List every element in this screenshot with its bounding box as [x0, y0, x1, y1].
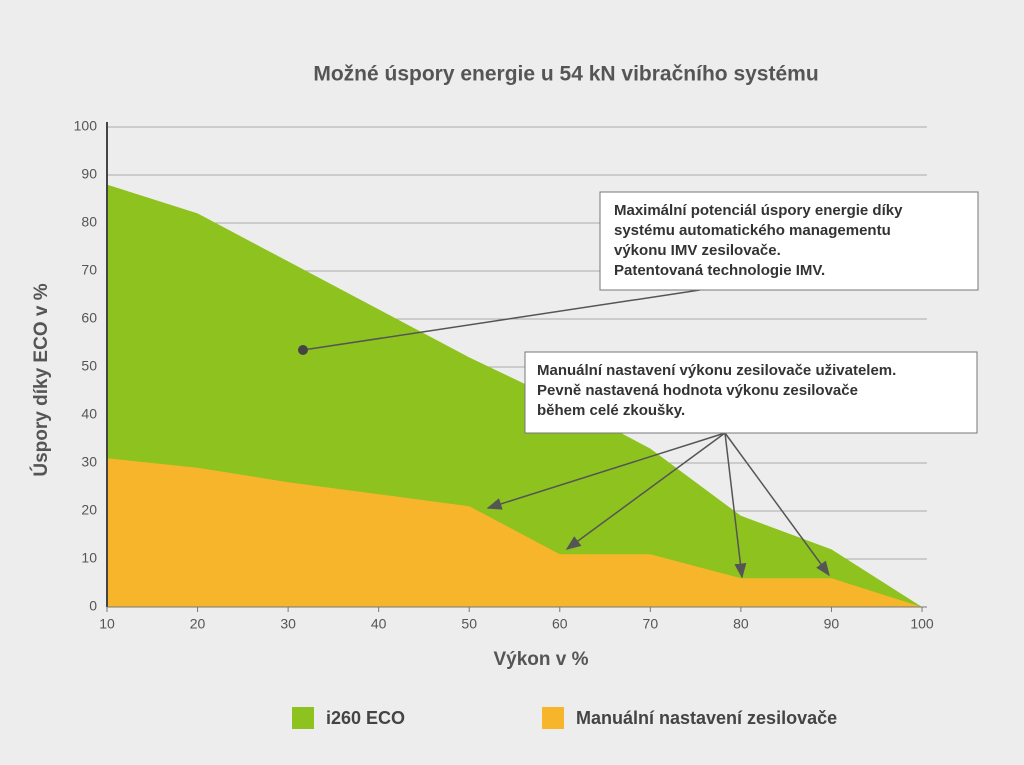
- y-tick-label: 10: [81, 550, 97, 566]
- y-tick-label: 30: [81, 454, 97, 470]
- y-tick-label: 80: [81, 214, 97, 230]
- legend-label: i260 ECO: [326, 708, 405, 728]
- annotation-text: výkonu IMV zesilovače.: [614, 242, 781, 259]
- annotation-text: Manuální nastavení výkonu zesilovače uži…: [537, 362, 896, 379]
- annotations: Maximální potenciál úspory energie díky s…: [298, 191, 979, 579]
- legend-swatch: [292, 707, 314, 729]
- arrow: [724, 432, 830, 577]
- x-tick-label: 50: [461, 616, 477, 632]
- annotation-box: [524, 351, 978, 434]
- legend: i260 ECO Manuální nastavení zesilovače: [292, 707, 837, 729]
- x-tick-label: 80: [733, 616, 749, 632]
- annotation-text: během celé zkoušky.: [537, 402, 685, 419]
- x-tick-label: 100: [910, 616, 934, 632]
- y-tick-label: 100: [74, 118, 98, 134]
- y-tick-label: 40: [81, 406, 97, 422]
- arrow: [486, 432, 726, 510]
- y-tick-label: 70: [81, 262, 97, 278]
- x-tick-label: 90: [824, 616, 840, 632]
- plot-area: [106, 122, 927, 608]
- arrow: [724, 432, 747, 579]
- pointer: [302, 289, 701, 351]
- y-tick-label: 50: [81, 358, 97, 374]
- annotation-text: Patentovaná technologie IMV.: [614, 262, 825, 279]
- x-tick-label: 70: [643, 616, 659, 632]
- y-tick-label: 0: [89, 598, 97, 614]
- annotation-text: Maximální potenciál úspory energie díky: [614, 202, 903, 219]
- annotation-text: Pevně nastavená hodnota výkonu zesilovač…: [537, 382, 858, 399]
- chart-title: Možné úspory energie u 54 kN vibračního …: [313, 63, 818, 86]
- x-tick-label: 60: [552, 616, 568, 632]
- x-tick-label: 30: [280, 616, 296, 632]
- legend-swatch: [542, 707, 564, 729]
- x-tick-label: 20: [190, 616, 206, 632]
- arrow: [565, 432, 726, 550]
- x-tick-label: 10: [99, 616, 115, 632]
- x-axis-title: Výkon v %: [493, 649, 588, 670]
- y-tick-label: 60: [81, 310, 97, 326]
- y-tick-label: 90: [81, 166, 97, 182]
- legend-label: Manuální nastavení zesilovače: [576, 708, 837, 728]
- x-tick-label: 40: [371, 616, 387, 632]
- annotation-box: [599, 191, 979, 291]
- area: [107, 458, 922, 607]
- y-axis-title: Úspory díky ECO v %: [30, 283, 52, 476]
- annotation-text: systému automatického managementu: [614, 222, 891, 239]
- y-tick-label: 20: [81, 502, 97, 518]
- pointer-dot: [298, 345, 308, 355]
